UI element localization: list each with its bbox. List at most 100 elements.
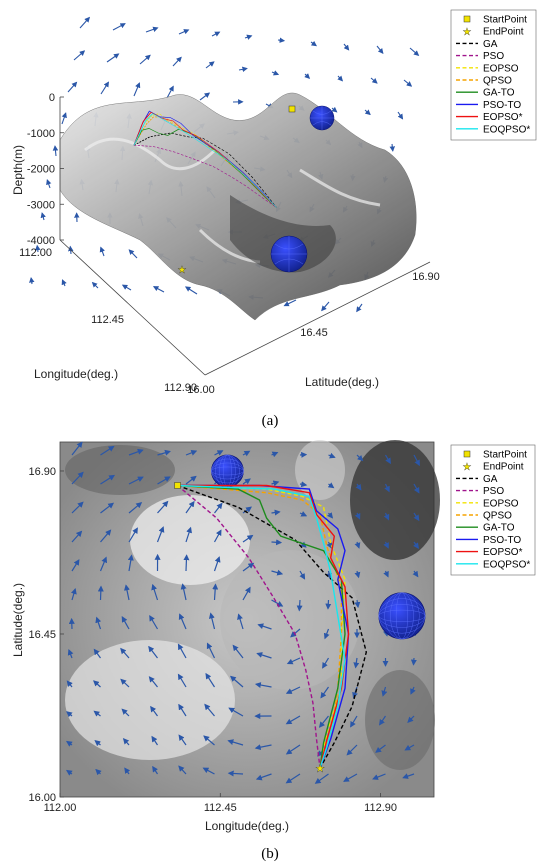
- legend-item-pso: PSO: [456, 486, 504, 497]
- current-vector: [185, 500, 195, 514]
- current-vector: [133, 82, 141, 97]
- current-vector: [205, 672, 216, 688]
- current-vector: [100, 474, 116, 485]
- current-vector: [285, 744, 301, 755]
- current-vector: [407, 715, 415, 723]
- path-eoqpso-star: [177, 484, 346, 769]
- y-tick-label: 16.00: [28, 792, 56, 804]
- start-point-marker: [174, 482, 181, 489]
- current-vector: [185, 450, 198, 456]
- current-vector: [372, 773, 386, 780]
- legend-label: PSO-TO: [483, 535, 521, 546]
- current-vector: [354, 570, 361, 579]
- current-vector: [254, 682, 272, 689]
- current-vector: [91, 281, 99, 289]
- current-vector: [326, 541, 332, 549]
- current-vector: [271, 480, 280, 487]
- current-vector: [178, 613, 187, 630]
- current-vector: [100, 502, 115, 514]
- current-vector: [199, 92, 211, 101]
- y-tick-label: 16.90: [28, 466, 56, 478]
- current-vector: [150, 705, 158, 717]
- current-vector: [277, 37, 286, 43]
- panel-b-y-axis: 16.00 16.45 16.90: [28, 466, 64, 804]
- current-vector: [212, 583, 219, 601]
- current-vector: [202, 767, 215, 775]
- current-vector: [151, 583, 159, 601]
- latitude-tick-label: 16.00: [187, 384, 215, 396]
- current-vector: [112, 23, 126, 31]
- legend-label: EOQPSO*: [483, 559, 530, 570]
- panel-b-bathymetry: [65, 440, 440, 770]
- current-vector: [208, 612, 216, 630]
- current-vector: [364, 109, 371, 116]
- legend-label: GA: [483, 474, 498, 485]
- current-vector: [227, 739, 244, 746]
- current-vector: [296, 599, 303, 612]
- depth-tick-label: -2000: [27, 164, 55, 176]
- current-vector: [290, 628, 301, 638]
- current-vector: [61, 112, 67, 125]
- current-vector: [227, 770, 244, 777]
- depth-tick-label: 0: [49, 92, 55, 104]
- legend-label: PSO-TO: [483, 100, 521, 111]
- latitude-tick-label: 16.90: [412, 271, 440, 283]
- current-vector: [257, 623, 272, 630]
- depth-tick-label: -4000: [27, 235, 55, 247]
- current-vector: [71, 530, 83, 543]
- path-3d-eoqpso-star: [133, 113, 277, 208]
- current-vector: [375, 744, 386, 753]
- path-eopso-star: [177, 484, 350, 769]
- current-vector: [381, 686, 388, 697]
- current-vector: [242, 450, 251, 457]
- current-vector: [152, 286, 165, 293]
- current-vector: [100, 81, 109, 95]
- current-vector: [299, 481, 308, 488]
- panel-a-obstacle-sphere-2: [270, 235, 308, 273]
- current-vector: [322, 657, 330, 669]
- current-vector: [151, 735, 159, 746]
- current-vector: [66, 769, 73, 776]
- current-vector: [404, 744, 415, 751]
- current-vector: [203, 735, 215, 746]
- current-vector: [184, 286, 198, 295]
- panel-a-start-marker: [288, 105, 296, 113]
- current-vector: [409, 47, 420, 57]
- current-vector: [228, 707, 244, 717]
- current-vector: [66, 680, 73, 688]
- current-vector: [242, 534, 254, 543]
- path-3d-pso: [133, 144, 277, 208]
- panel-b-xlabel: Longitude(deg.): [205, 819, 289, 833]
- legend-label: StartPoint: [483, 450, 527, 461]
- current-vector: [242, 562, 255, 572]
- longitude-tick-label: 112.90: [164, 382, 197, 394]
- current-vector: [124, 584, 130, 601]
- current-vector: [204, 703, 215, 717]
- legend-item-pso-to: PSO-TO: [456, 535, 521, 546]
- current-vector: [145, 26, 159, 33]
- current-vector: [100, 529, 112, 543]
- current-vector: [95, 768, 102, 776]
- panel-b-markers: ★: [174, 482, 325, 775]
- panel-a-depth-axis: 0 -1000 -2000 -3000 -4000: [27, 92, 64, 247]
- longitude-tick-label: 112.45: [91, 314, 124, 326]
- current-vector: [127, 554, 134, 572]
- current-vector: [214, 502, 223, 514]
- current-vector: [106, 53, 120, 63]
- current-vector: [120, 647, 130, 659]
- current-vector: [242, 506, 252, 514]
- current-vector: [326, 570, 332, 580]
- legend-item-endpoint: ★ EndPoint: [462, 462, 523, 474]
- legend-item-ga-to: GA-TO: [456, 88, 515, 99]
- panel-a-end-marker: ★: [178, 265, 187, 276]
- current-vector: [178, 734, 187, 746]
- current-vector: [383, 512, 390, 521]
- current-vector: [285, 773, 301, 784]
- current-vector: [66, 711, 73, 718]
- current-vector: [323, 628, 330, 640]
- x-tick-label: 112.45: [204, 802, 237, 814]
- current-vector: [255, 773, 272, 781]
- current-vector: [157, 500, 169, 514]
- current-vector: [271, 539, 283, 546]
